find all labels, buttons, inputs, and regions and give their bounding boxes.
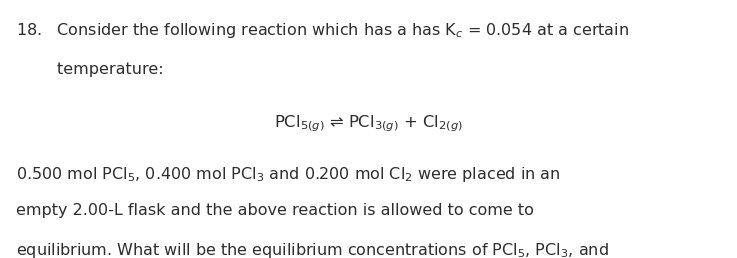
- Text: equilibrium. What will be the equilibrium concentrations of PCl$_5$, PCl$_3$, an: equilibrium. What will be the equilibriu…: [16, 241, 609, 258]
- Text: 0.500 mol PCl$_5$, 0.400 mol PCl$_3$ and 0.200 mol Cl$_2$ were placed in an: 0.500 mol PCl$_5$, 0.400 mol PCl$_3$ and…: [16, 165, 561, 184]
- Text: PCl$_{5(g)}$ ⇌ PCl$_{3(g)}$ + Cl$_{2(g)}$: PCl$_{5(g)}$ ⇌ PCl$_{3(g)}$ + Cl$_{2(g)}…: [274, 114, 463, 134]
- Text: 18.   Consider the following reaction which has a has K$_c$ = 0.054 at a certain: 18. Consider the following reaction whic…: [16, 21, 629, 40]
- Text: temperature:: temperature:: [16, 62, 164, 77]
- Text: empty 2.00-L flask and the above reaction is allowed to come to: empty 2.00-L flask and the above reactio…: [16, 203, 534, 218]
